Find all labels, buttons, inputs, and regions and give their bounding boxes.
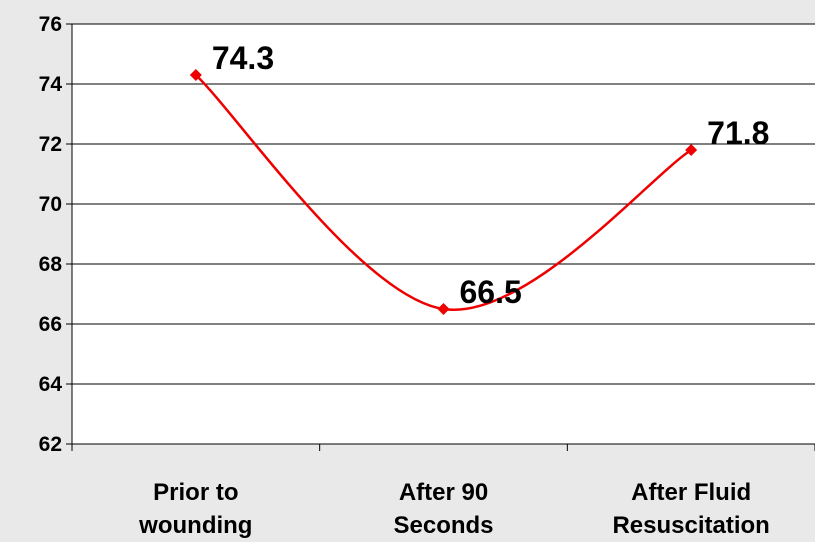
x-category-label: After 90: [399, 479, 488, 506]
y-tick-label: 70: [39, 193, 62, 216]
x-category-label: wounding: [138, 512, 252, 539]
x-category-label: Prior to: [153, 479, 238, 506]
data-value-label: 71.8: [707, 115, 769, 151]
y-axis-ticks: 62 64 66 68 70 72 74 76: [39, 13, 72, 456]
x-category-label: Seconds: [393, 512, 493, 539]
data-labels: 74.3 66.5 71.8: [212, 40, 770, 310]
data-point-marker: [189, 69, 202, 81]
data-markers: [189, 69, 698, 315]
plot-area: [72, 24, 815, 444]
y-tick-label: 74: [39, 73, 63, 96]
y-tick-label: 64: [39, 373, 63, 396]
data-point-marker: [685, 144, 698, 156]
data-value-label: 74.3: [212, 40, 274, 76]
x-category-label: Resuscitation: [612, 512, 769, 539]
x-axis-categories: Prior to wounding After 90 Seconds After Flu…: [138, 479, 770, 539]
gridlines: [72, 23, 815, 385]
x-category-label: After Fluid: [631, 479, 751, 506]
y-tick-label: 68: [39, 253, 63, 276]
y-tick-label: 66: [39, 313, 62, 336]
y-tick-label: 62: [39, 433, 62, 456]
y-tick-label: 76: [39, 13, 62, 36]
data-point-marker: [437, 303, 450, 315]
data-value-label: 66.5: [460, 274, 522, 310]
axes: [71, 24, 815, 451]
y-tick-label: 72: [39, 133, 62, 156]
